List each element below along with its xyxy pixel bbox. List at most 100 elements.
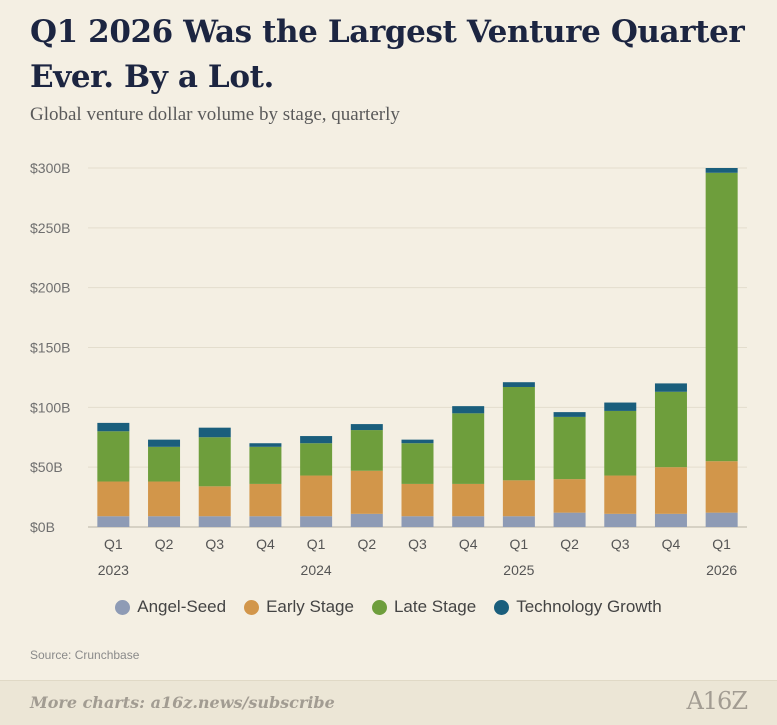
bar-segment-early-stage [401,483,434,517]
bar-segment-technology-growth [452,406,485,414]
bar-segment-angel-seed [401,516,434,527]
bar-segment-technology-growth [198,427,231,438]
bar-segment-late-stage [148,446,181,482]
bar-segment-early-stage [148,481,181,517]
y-tick-label: $50B [30,459,63,475]
bar-segment-angel-seed [604,513,637,527]
bar-segment-angel-seed [198,516,231,527]
x-tick-label: Q1 [307,536,326,552]
bar-segment-late-stage [705,172,738,462]
x-tick-label: Q3 [611,536,630,552]
stacked-bar-chart: $0B$50B$100B$150B$200B$250B$300B Q1 Q2 Q3 Q… [30,160,747,578]
bar-segment-late-stage [553,416,586,480]
bar-segment-late-stage [97,431,130,482]
bar-segment-angel-seed [350,513,383,527]
x-tick-label: Q3 [408,536,427,552]
bar-segment-early-stage [198,486,231,517]
bar-segment-angel-seed [553,512,586,527]
y-tick-label: $300B [30,160,70,176]
bar-segment-late-stage [249,446,282,484]
y-tick-label: $0B [30,519,55,535]
bar-segment-early-stage [97,481,130,517]
legend-label: Technology Growth [516,597,662,616]
bar-segment-angel-seed [249,516,282,527]
bar-segment-early-stage [452,483,485,517]
bar-segment-early-stage [249,483,282,517]
bar-segment-technology-growth [705,168,738,173]
bar-segment-technology-growth [502,382,535,387]
legend-item-technology-growth: Technology Growth [494,597,662,617]
legend-item-early-stage: Early Stage [244,597,354,617]
bar-segment-late-stage [604,410,637,476]
bar-segment-angel-seed [705,512,738,527]
bar-segment-early-stage [553,479,586,513]
bar-segment-late-stage [198,437,231,487]
x-tick-label: Q4 [256,536,275,552]
x-tick-label: Q4 [662,536,681,552]
chart-subtitle: Global venture dollar volume by stage, q… [30,104,400,125]
bar-segment-early-stage [350,470,383,514]
bar-segment-early-stage [502,480,535,517]
bar-segment-technology-growth [350,424,383,431]
y-tick-label: $250B [30,220,70,236]
bar-segment-technology-growth [148,439,181,447]
bar-segment-early-stage [654,467,687,514]
bar-segment-technology-growth [249,443,282,447]
bar-segment-angel-seed [502,516,535,527]
legend-label: Late Stage [393,597,477,616]
legend-label: Angel-Seed [137,597,227,616]
x-tick-label: Q3 [205,536,224,552]
legend-swatch [371,599,387,615]
y-axis-ticks: $0B $50B $100B $150B $200B $250B $300B [30,160,70,535]
legend-swatch [244,599,260,615]
bar-segment-late-stage [401,443,434,484]
bar-segment-angel-seed [97,516,130,527]
bar-segment-late-stage [654,391,687,468]
a16z-logo: A16Z [686,687,748,715]
x-tick-label: Q4 [459,536,478,552]
x-tick-label: Q2 [155,536,174,552]
y-tick-label: $100B [30,399,70,415]
bar-segment-early-stage [604,475,637,514]
bar-segment-late-stage [502,386,535,481]
x-tick-label: Q2 [357,536,376,552]
legend-item-angel-seed: Angel-Seed [115,597,226,617]
y-tick-label: $200B [30,280,70,296]
subscribe-link[interactable]: More charts: a16z.news/subscribe [30,693,335,712]
bar-segment-technology-growth [654,383,687,392]
bar-segment-late-stage [452,413,485,484]
bar-segment-technology-growth [300,436,333,444]
x-tick-label: Q1 [104,536,123,552]
x-tick-label: Q2 [560,536,579,552]
x-axis-ticks: Q1 Q2 Q3 Q4 Q1 Q2 Q3 Q4 Q1 Q2 Q3 Q4 Q1 2023 2024 2025 20… [98,536,738,578]
x-tick-label: Q1 [712,536,731,552]
x-year-label: 2025 [503,562,534,578]
legend-swatch [115,599,131,615]
legend: Angel-Seed Early Stage Late Stage Techno… [0,597,777,617]
bar-segment-technology-growth [553,412,586,417]
bars [97,168,738,527]
footer: More charts: a16z.news/subscribe A16Z [0,680,777,725]
legend-label: Early Stage [266,597,354,616]
x-year-label: 2026 [706,562,737,578]
y-tick-label: $150B [30,340,70,356]
bar-segment-technology-growth [401,439,434,444]
x-year-label: 2023 [98,562,129,578]
bar-segment-technology-growth [604,402,637,411]
gridlines [88,167,747,528]
bar-segment-angel-seed [148,516,181,527]
bar-segment-early-stage [705,461,738,513]
bar-segment-late-stage [300,443,333,476]
legend-item-late-stage: Late Stage [371,597,477,617]
chart-title: Q1 2026 Was the Largest Venture Quarter … [30,14,745,95]
legend-swatch [494,599,510,615]
source-note: Source: Crunchbase [30,648,140,662]
x-tick-label: Q1 [510,536,529,552]
x-year-label: 2024 [301,562,332,578]
bar-segment-angel-seed [452,516,485,527]
bar-segment-angel-seed [300,516,333,527]
bar-segment-early-stage [300,475,333,517]
bar-segment-technology-growth [97,422,130,432]
bar-segment-angel-seed [654,513,687,527]
bar-segment-late-stage [350,430,383,471]
